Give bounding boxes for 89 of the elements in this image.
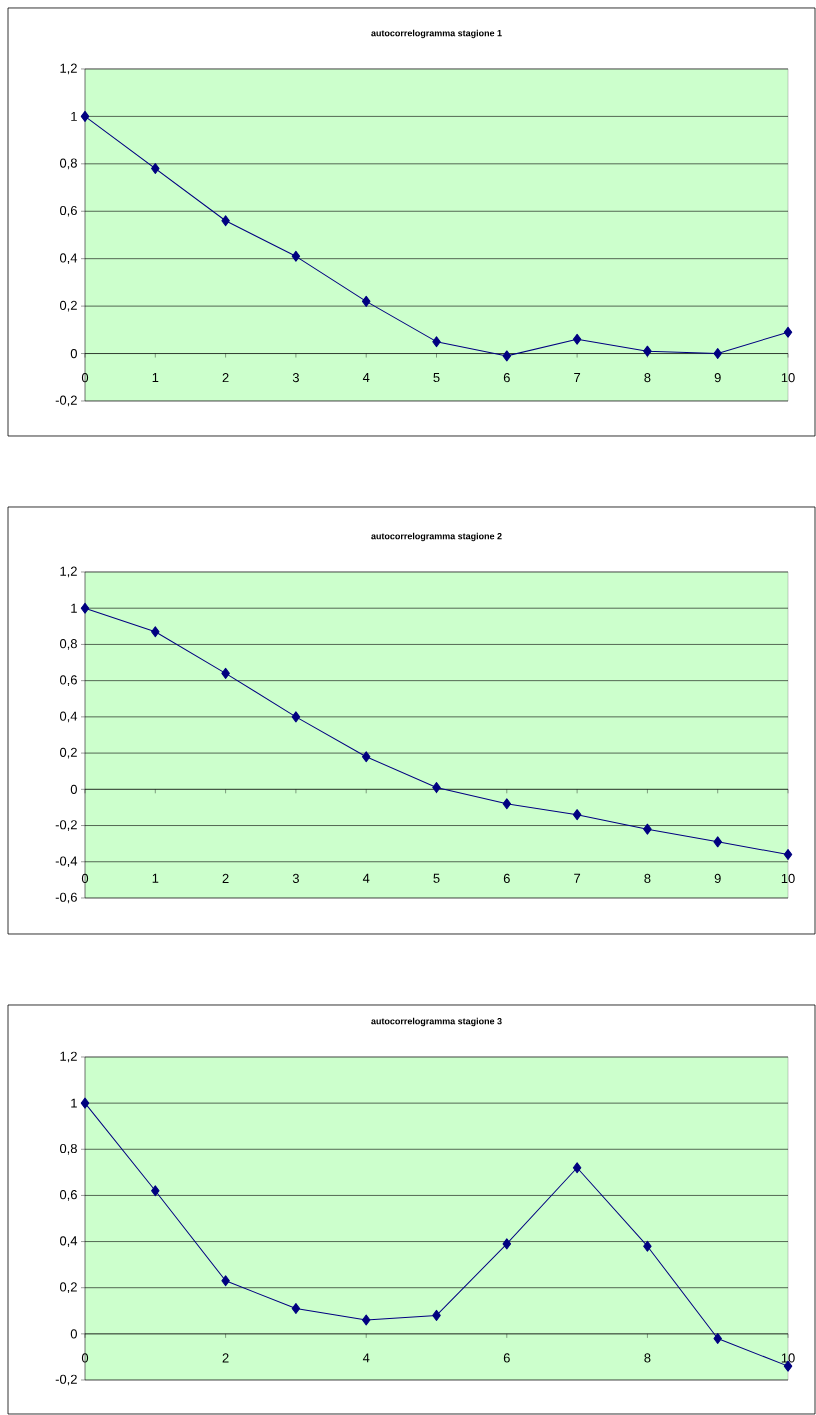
chart-title: autocorrelogramma stagione 1 (371, 29, 502, 39)
point (643, 345, 652, 357)
x-tick-label: 2 (222, 873, 229, 883)
y-tick-label: -0,2 (55, 1374, 77, 1386)
point (80, 1097, 90, 1109)
x-tick-label: 3 (292, 873, 299, 884)
y-tick-label: -0,6 (55, 892, 77, 904)
x-tick-label: 2 (222, 373, 229, 383)
point (361, 295, 371, 307)
y-tick-label: 0,4 (59, 1236, 78, 1247)
point (572, 333, 582, 345)
y-tick-label: 0,6 (59, 675, 77, 686)
x-tick-label: 5 (433, 373, 440, 383)
y-tick-label: 1 (71, 111, 77, 121)
x-tick-label: 9 (714, 373, 721, 383)
y-tick-label: 0 (70, 784, 77, 794)
y-tick-label: 1 (71, 1098, 77, 1108)
x-tick-label: 0 (81, 873, 89, 884)
y-tick-label: 1 (71, 603, 77, 613)
x-tick-label: 5 (433, 873, 440, 883)
y-tick-label: -0,2 (55, 395, 77, 407)
point (291, 711, 301, 723)
y-tick-label: 1,2 (60, 63, 77, 75)
chart-title: autocorrelogramma stagione 3 (371, 1017, 502, 1027)
point (713, 348, 722, 360)
x-tick-label: 8 (644, 873, 651, 884)
point (80, 110, 90, 122)
point (151, 1185, 160, 1197)
point (713, 1332, 722, 1344)
x-tick-label: 1 (152, 873, 159, 883)
y-tick-label: 0 (70, 348, 77, 359)
x-tick-label: 8 (644, 373, 651, 383)
point (221, 667, 230, 679)
x-tick-label: 10 (781, 1353, 795, 1363)
point (502, 1238, 512, 1250)
point (502, 798, 512, 810)
point (80, 602, 90, 614)
y-tick-label: 0,2 (59, 300, 77, 312)
point (432, 782, 441, 793)
y-tick-label: 1,2 (60, 566, 77, 578)
point (713, 836, 722, 848)
point (572, 1162, 582, 1174)
point (151, 163, 160, 175)
point (221, 1275, 230, 1287)
y-tick-label: 0,4 (59, 253, 78, 265)
x-tick-label: 4 (362, 1353, 370, 1363)
y-tick-label: -0,4 (55, 856, 78, 868)
point (572, 809, 582, 821)
y-tick-label: 0,2 (59, 1282, 77, 1294)
y-tick-label: 0 (70, 1329, 77, 1339)
y-tick-label: -0,2 (55, 820, 77, 831)
x-tick-label: 9 (714, 873, 721, 884)
point (291, 250, 301, 262)
x-tick-label: 6 (503, 1353, 510, 1363)
point (643, 823, 652, 835)
x-tick-label: 10 (781, 873, 795, 884)
chart-title: autocorrelogramma stagione 2 (371, 532, 502, 542)
x-tick-label: 7 (574, 873, 581, 883)
x-tick-label: 7 (574, 373, 581, 382)
point (432, 1309, 441, 1321)
x-tick-label: 8 (644, 1353, 651, 1363)
point (783, 326, 793, 338)
x-tick-label: 1 (152, 373, 159, 382)
y-tick-label: 0,8 (59, 1143, 77, 1155)
point (221, 215, 230, 227)
y-tick-label: 0,6 (59, 1190, 77, 1201)
point (502, 350, 512, 362)
x-tick-label: 0 (81, 373, 89, 383)
x-tick-label: 4 (362, 373, 370, 382)
point (643, 1240, 652, 1252)
point (151, 626, 160, 638)
y-tick-label: 0,8 (59, 639, 77, 650)
x-tick-label: 10 (781, 373, 795, 383)
point (432, 336, 441, 348)
y-tick-label: 0,4 (59, 711, 78, 723)
point (361, 751, 371, 763)
x-tick-label: 2 (222, 1353, 229, 1363)
y-tick-label: 0,6 (59, 205, 77, 217)
y-tick-label: 0,8 (59, 158, 77, 170)
x-tick-label: 6 (503, 373, 510, 383)
point (291, 1302, 301, 1314)
x-tick-label: 0 (81, 1353, 89, 1363)
x-tick-label: 4 (362, 873, 370, 883)
point (361, 1314, 371, 1326)
point (783, 849, 793, 861)
x-tick-label: 6 (503, 873, 510, 884)
y-tick-label: 0,2 (59, 747, 77, 759)
x-tick-label: 3 (292, 373, 299, 383)
y-tick-label: 1,2 (60, 1051, 77, 1063)
